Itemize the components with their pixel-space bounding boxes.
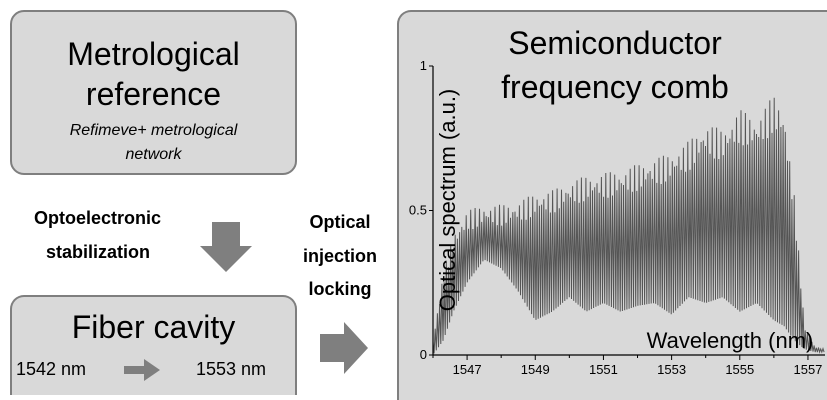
reference-title-line1: Metrological xyxy=(67,36,240,72)
small-right-arrow-icon xyxy=(124,359,160,381)
fiber-cavity-title: Fiber cavity xyxy=(71,309,236,345)
spectrum-trace xyxy=(432,97,825,354)
x-tick-label: 1555 xyxy=(725,362,754,377)
fiber-from-wavelength: 1542 nm xyxy=(16,359,87,379)
y-tick-label: 0.5 xyxy=(409,203,427,218)
reference-subtitle-line1: Refimeve+ metrological xyxy=(69,122,238,139)
injection-label-line2: injection xyxy=(302,246,377,266)
down-arrow-icon xyxy=(200,222,252,272)
y-tick-label: 0 xyxy=(420,347,427,362)
x-tick-label: 1547 xyxy=(453,362,482,377)
right-arrow-icon xyxy=(320,322,368,374)
fiber-cavity-box: Fiber cavity 1542 nm 1553 nm xyxy=(10,295,297,395)
spectrum-chart: 0 0.5 1 1547 1549 1551 1553 1555 1557 Optical sp… xyxy=(409,58,825,377)
comb-title-line2: frequency comb xyxy=(501,69,729,105)
x-tick-label: 1557 xyxy=(793,362,822,377)
x-tick-label: 1553 xyxy=(657,362,686,377)
injection-label-line3: locking xyxy=(308,279,372,299)
y-tick-label: 1 xyxy=(420,58,427,73)
reference-title-line2: reference xyxy=(85,76,222,112)
x-axis-label: Wavelength (nm) xyxy=(647,328,814,353)
x-tick-label: 1551 xyxy=(589,362,618,377)
injection-label-line1: Optical xyxy=(309,212,371,232)
metrological-reference-box: Metrological reference Refimeve+ metrolo… xyxy=(10,10,297,175)
comb-title-line1: Semiconductor xyxy=(508,25,722,61)
y-axis-label: Optical spectrum (a.u.) xyxy=(435,89,460,312)
stabilization-label-line2: stabilization xyxy=(46,242,151,262)
stabilization-label-line1: Optoelectronic xyxy=(34,208,162,228)
x-tick-label: 1549 xyxy=(521,362,550,377)
fiber-to-wavelength: 1553 nm xyxy=(196,359,267,379)
reference-subtitle-line2: network xyxy=(125,146,182,163)
